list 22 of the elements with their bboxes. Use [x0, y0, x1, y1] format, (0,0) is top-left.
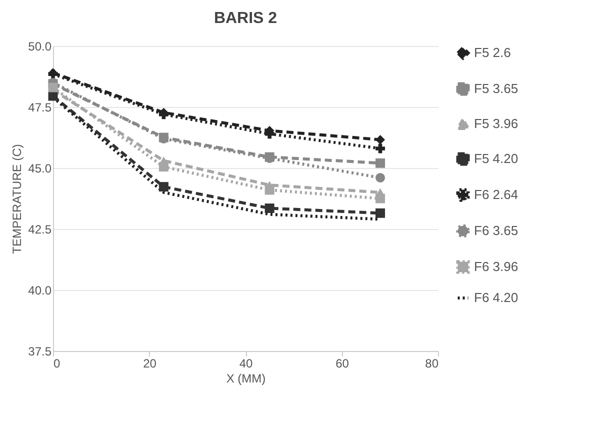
x-tick-label: 40 — [239, 356, 253, 370]
legend-label: F5 3.65 — [474, 81, 518, 96]
x-tick-label: 60 — [336, 356, 350, 370]
legend-label: F5 4.20 — [474, 151, 518, 166]
x-tick-label: 20 — [143, 356, 157, 370]
legend-label: F6 2.64 — [474, 187, 518, 202]
y-tick-label: 42.5 — [28, 222, 52, 236]
y-tick-label: 45.0 — [28, 162, 52, 176]
legend-label: F5 2.6 — [474, 45, 511, 60]
y-axis-title: TEMPERATURE (C) — [10, 144, 24, 254]
y-tick-label: 37.5 — [28, 344, 52, 358]
x-tick-label: 0 — [54, 356, 60, 370]
y-tick-label: 50.0 — [28, 40, 52, 54]
y-tick-label: 40.0 — [28, 284, 52, 298]
legend-label: F5 3.96 — [474, 116, 518, 131]
chart-title: BARIS 2 — [214, 10, 278, 27]
y-tick-label: 47.5 — [28, 100, 52, 114]
legend-label: F6 3.65 — [474, 223, 518, 238]
x-tick-label: 80 — [425, 356, 439, 370]
x-axis-title: X (MM) — [226, 372, 266, 386]
legend-label: F6 4.20 — [474, 290, 518, 305]
legend-label: F6 3.96 — [474, 259, 518, 274]
